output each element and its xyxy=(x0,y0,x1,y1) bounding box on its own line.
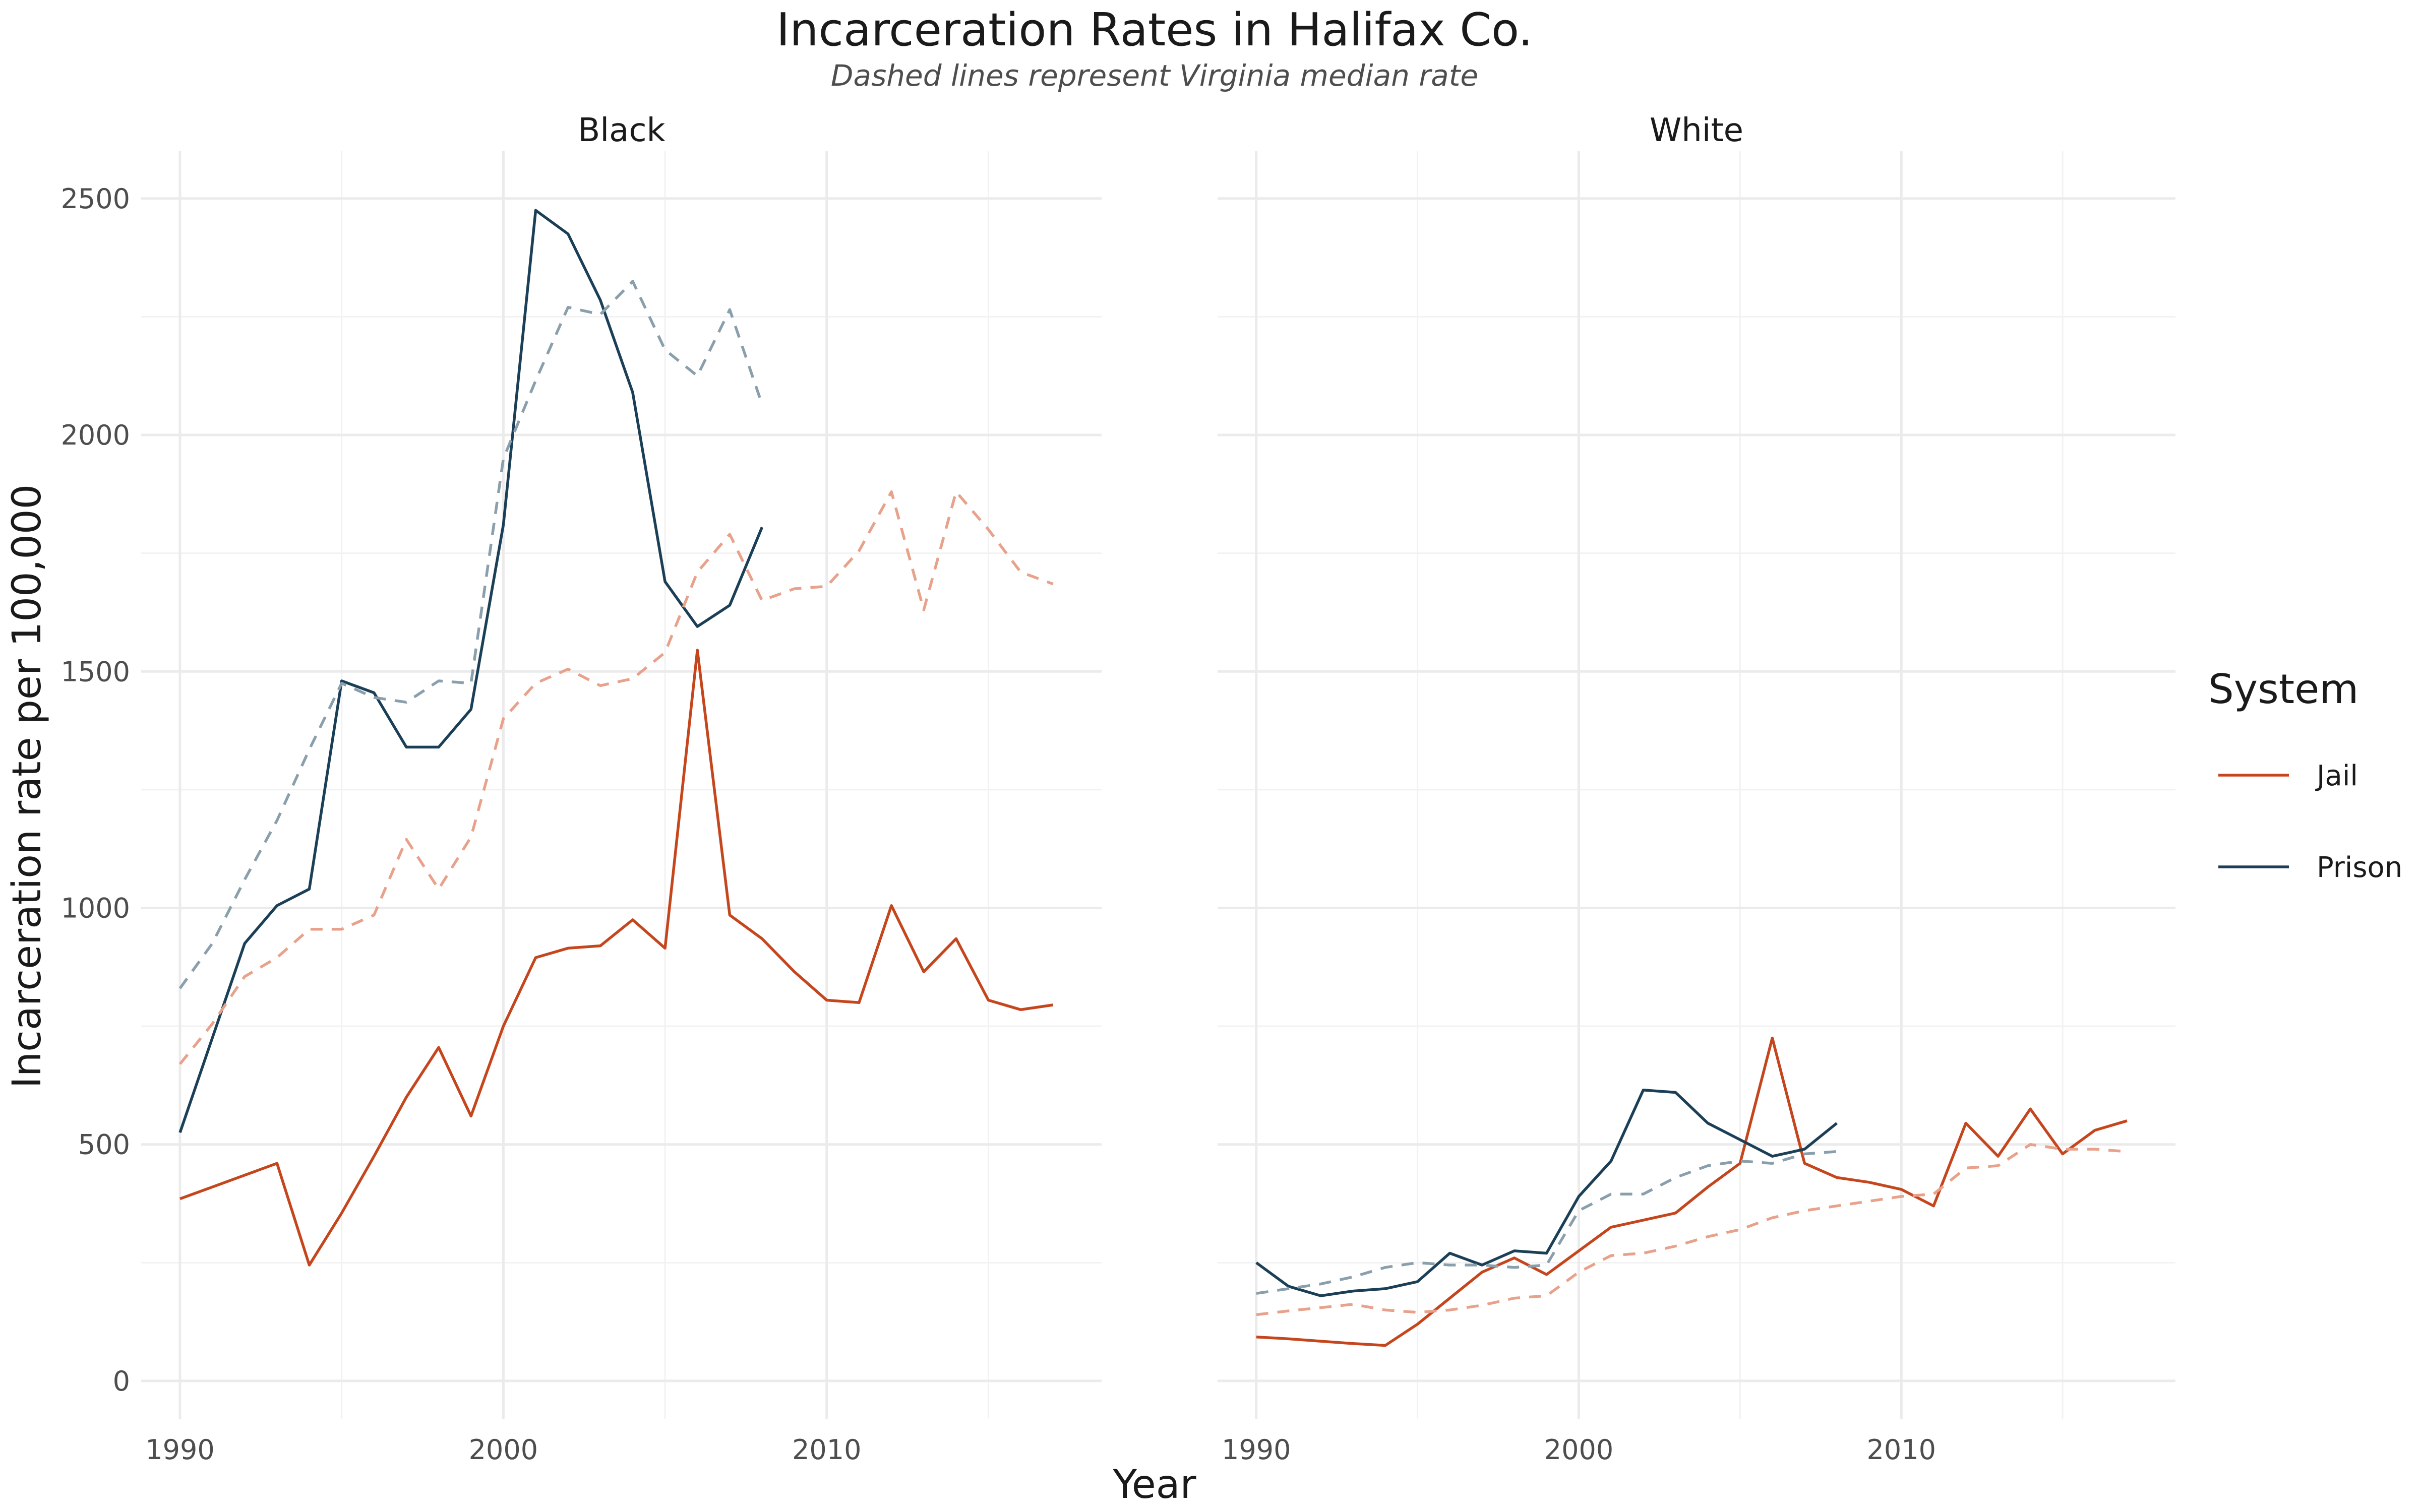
y-tick-label: 2500 xyxy=(61,183,130,215)
x-axis-title: Year xyxy=(1112,1462,1196,1507)
series-line-jail xyxy=(1256,1036,2128,1347)
legend-label-jail: Jail xyxy=(2315,760,2358,792)
x-tick-label: 1990 xyxy=(145,1434,214,1466)
y-tick-label: 2000 xyxy=(61,419,130,451)
y-axis-ticks: 0 500 1000 1500 2000 2500 xyxy=(61,183,130,1397)
y-tick-label: 0 xyxy=(113,1365,130,1397)
legend-label-prison: Prison xyxy=(2317,851,2402,884)
x-tick-label: 2010 xyxy=(1867,1434,1936,1466)
x-tick-label: 2000 xyxy=(1544,1434,1613,1466)
series-line-jail-va-median xyxy=(1256,1143,2128,1316)
y-tick-label: 500 xyxy=(78,1129,130,1161)
series-line-prison-va-median xyxy=(1256,1150,1837,1295)
series-line-prison-va-median xyxy=(178,280,764,989)
series-line-jail-va-median xyxy=(178,490,1054,1065)
legend-title: System xyxy=(2208,666,2358,713)
panel-label-white: White xyxy=(1650,112,1743,149)
x-tick-label: 2000 xyxy=(469,1434,538,1466)
y-tick-label: 1500 xyxy=(61,656,130,687)
panel-black: 1990 2000 2010 xyxy=(141,151,1102,1466)
y-axis-title: Incarceration rate per 100,000 xyxy=(5,484,50,1089)
x-tick-label: 2010 xyxy=(792,1434,861,1466)
series-line-prison xyxy=(1255,1089,1838,1297)
x-tick-label: 1990 xyxy=(1222,1434,1291,1466)
legend: System Jail Prison xyxy=(2208,666,2402,884)
panel-label-black: Black xyxy=(578,112,665,149)
series-line-jail xyxy=(179,649,1054,1267)
series-line-prison xyxy=(178,209,764,1133)
chart-subtitle: Dashed lines represent Virginia median r… xyxy=(831,58,1478,93)
y-tick-label: 1000 xyxy=(61,892,130,924)
panel-white: 1990 2000 2010 xyxy=(1218,151,2175,1466)
chart-title: Incarceration Rates in Halifax Co. xyxy=(776,4,1533,56)
